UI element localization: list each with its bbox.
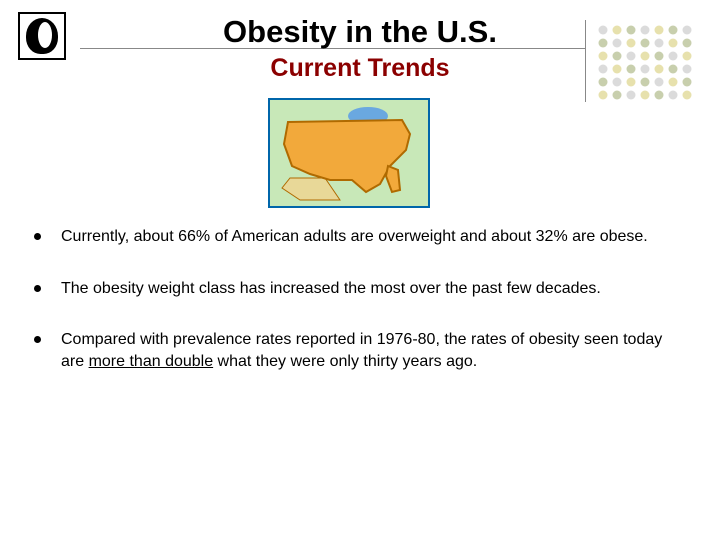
decorative-dots [595,22,700,107]
us-map-graphic [268,98,430,208]
bullet-marker [34,233,41,240]
bullet-marker [34,285,41,292]
bullet-item: Compared with prevalence rates reported … [34,329,688,372]
bullet-text: Compared with prevalence rates reported … [61,329,688,372]
bullet-text: The obesity weight class has increased t… [61,278,688,300]
bullet-item: The obesity weight class has increased t… [34,278,688,300]
bullet-list: Currently, about 66% of American adults … [34,226,688,402]
bullet-item: Currently, about 66% of American adults … [34,226,688,248]
bullet-text: Currently, about 66% of American adults … [61,226,688,248]
map-svg [270,100,428,206]
bullet-marker [34,336,41,343]
